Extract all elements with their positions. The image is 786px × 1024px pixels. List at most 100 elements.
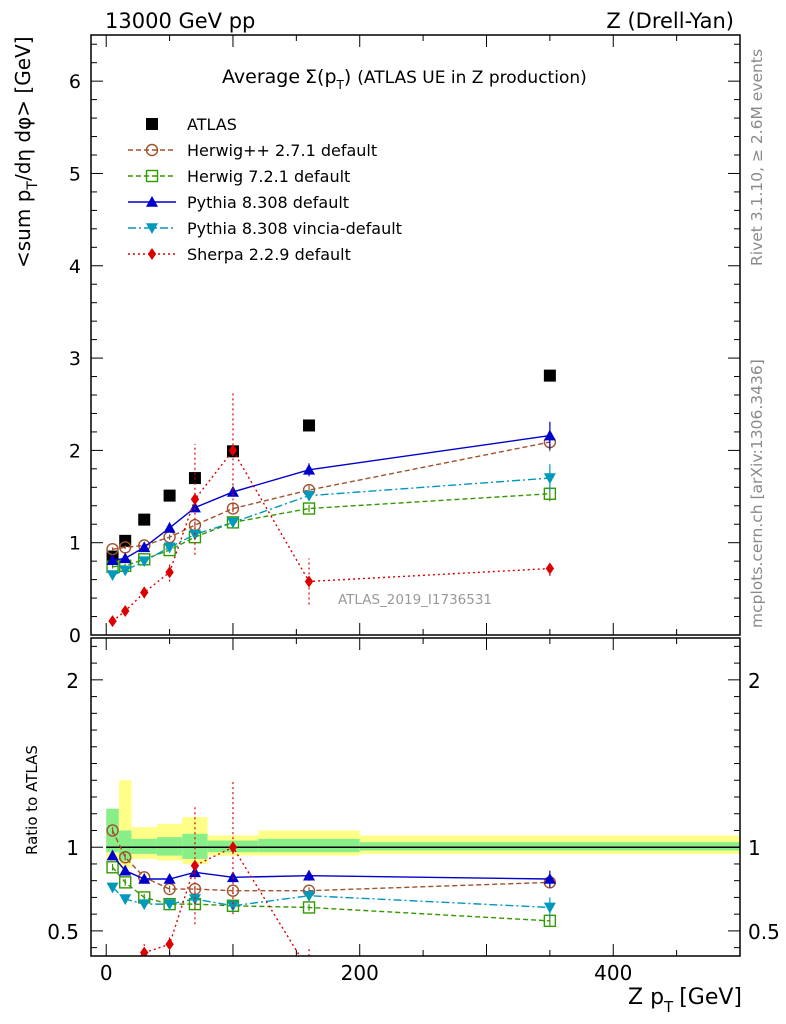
series-line-sherpa-2-2-9-default — [112, 449, 550, 622]
ratio-data-point — [305, 965, 313, 977]
data-point — [119, 565, 132, 577]
legend-marker — [147, 248, 157, 260]
main-y-tick-label: 1 — [69, 533, 81, 555]
ratio-line-herwig-2-7-1-default — [111, 830, 550, 892]
data-point — [302, 502, 316, 515]
legend-entry-pythia-8-308-vincia-default: Pythia 8.308 vincia-default — [128, 219, 402, 238]
legend: ATLAS Herwig++ 2.7.1 default Herwig 7.2.1 … — [128, 115, 402, 264]
ratio-data-point — [138, 873, 151, 884]
ratio-y-tick-label: 1 — [66, 836, 79, 860]
ratio-series-sherpa-2-2-9-default — [121, 780, 554, 977]
main-y-tick-label: 3 — [69, 348, 81, 370]
x-tick-label: 0 — [100, 961, 113, 985]
ratio-series-herwig-7-2-1-default — [106, 861, 557, 928]
legend-entry-herwig-2-7-1-default: Herwig++ 2.7.1 default — [128, 141, 377, 160]
data-point — [163, 521, 176, 533]
data-point — [119, 534, 132, 547]
main-series-layer — [106, 369, 557, 628]
data-point — [163, 542, 176, 554]
main-chart-title-main: Average — [222, 66, 300, 88]
legend-marker — [146, 223, 158, 234]
main-y-axis-label-rest: /dη dφ> [GeV] — [11, 36, 35, 181]
ratio-band-inner — [359, 842, 740, 851]
legend-label: Pythia 8.308 default — [187, 193, 349, 212]
main-y-tick-label: 4 — [69, 256, 81, 278]
x-axis-label: Z pT [GeV] — [628, 985, 742, 1016]
ratio-data-point — [119, 851, 132, 864]
main-chart-title-close: ) — [344, 66, 351, 88]
data-point — [188, 529, 201, 541]
data-point — [543, 429, 556, 441]
ratio-series-pythia-8-308-default — [106, 849, 556, 888]
header-right-text: Z (Drell-Yan) — [606, 9, 734, 33]
data-point — [226, 485, 239, 497]
legend-label: Sherpa 2.2.9 default — [187, 245, 351, 264]
ratio-data-point — [165, 938, 174, 951]
mcplots-credit-text: mcplots.cern.ch [arXiv:1306.3436] — [748, 359, 766, 628]
series-line-pythia-8-308-default — [112, 434, 550, 561]
ratio-y-tick-label-right: 2 — [748, 669, 761, 693]
ratio-band-inner — [258, 838, 360, 853]
data-point — [226, 517, 239, 529]
ratio-data-point — [119, 894, 132, 906]
x-tick-label: 200 — [341, 961, 379, 985]
ratio-data-point — [228, 841, 238, 854]
legend-entry-atlas: ATLAS — [146, 115, 237, 134]
ratio-data-point — [188, 866, 201, 878]
ratio-line-herwig-7-2-1-default — [112, 866, 550, 922]
data-point — [106, 554, 119, 566]
analysis-watermark: ATLAS_2019_I1736531 — [338, 592, 492, 608]
ratio-data-point — [119, 864, 132, 876]
data-point — [545, 562, 555, 575]
data-point — [138, 513, 151, 526]
ratio-series-pythia-8-308-vincia-default — [106, 882, 556, 918]
ratio-data-point — [119, 876, 132, 889]
ratio-data-point — [546, 965, 554, 977]
ratio-data-point — [163, 899, 176, 911]
data-point — [163, 489, 176, 502]
ratio-data-point — [226, 884, 240, 897]
ratio-data-point — [543, 902, 556, 914]
ratio-data-point — [163, 873, 176, 884]
ratio-y-tick-label-right: 0.5 — [748, 920, 780, 944]
main-chart-title-symbol: Σ(p — [305, 66, 336, 88]
main-y-tick-label: 5 — [69, 163, 81, 185]
data-point — [303, 463, 316, 475]
legend-marker — [146, 196, 158, 207]
data-point — [165, 566, 174, 579]
ratio-series-layer — [106, 780, 557, 977]
data-point — [303, 490, 316, 502]
ratio-band-inner — [156, 837, 183, 856]
series-sherpa-2-2-9-default — [108, 390, 555, 628]
ratio-uncertainty-bands — [106, 780, 740, 868]
data-point — [304, 575, 314, 588]
legend-entry-herwig-7-2-1-default: Herwig 7.2.1 default — [128, 167, 350, 186]
ratio-y-axis-label: Ratio to ATLAS — [23, 745, 41, 855]
ratio-data-point — [226, 900, 239, 912]
main-y-tick-label: 2 — [69, 440, 81, 462]
ratio-data-point — [138, 899, 151, 911]
legend-label: Pythia 8.308 vincia-default — [187, 219, 402, 238]
data-point — [190, 493, 200, 506]
header-left-text: 13000 GeV pp — [105, 9, 255, 33]
series-line-herwig-2-7-1-default — [112, 441, 551, 550]
main-y-axis-label: <sum pT/dη dφ> [GeV] — [11, 36, 41, 268]
ratio-data-point — [188, 894, 201, 906]
x-axis-label-rest: [GeV] — [679, 985, 742, 1010]
data-point — [543, 369, 556, 382]
ratio-data-point — [106, 882, 119, 894]
main-chart-title: Average Σ(pT) (ATLAS UE in Z production) — [222, 66, 587, 92]
ratio-y-tick-label: 0.5 — [47, 920, 79, 944]
data-point — [140, 586, 149, 599]
legend-marker — [145, 143, 159, 157]
ratio-line-sherpa-2-2-9-default — [139, 846, 301, 956]
x-tick-label: 400 — [594, 961, 632, 985]
data-point — [108, 615, 117, 628]
ratio-data-point — [303, 890, 316, 902]
ratio-y-tick-label-right: 1 — [748, 836, 761, 860]
data-point — [228, 444, 238, 457]
ratio-data-point — [121, 965, 129, 977]
series-line-pythia-8-308-vincia-default — [112, 477, 550, 576]
main-y-axis-label-sub: T — [25, 181, 41, 191]
